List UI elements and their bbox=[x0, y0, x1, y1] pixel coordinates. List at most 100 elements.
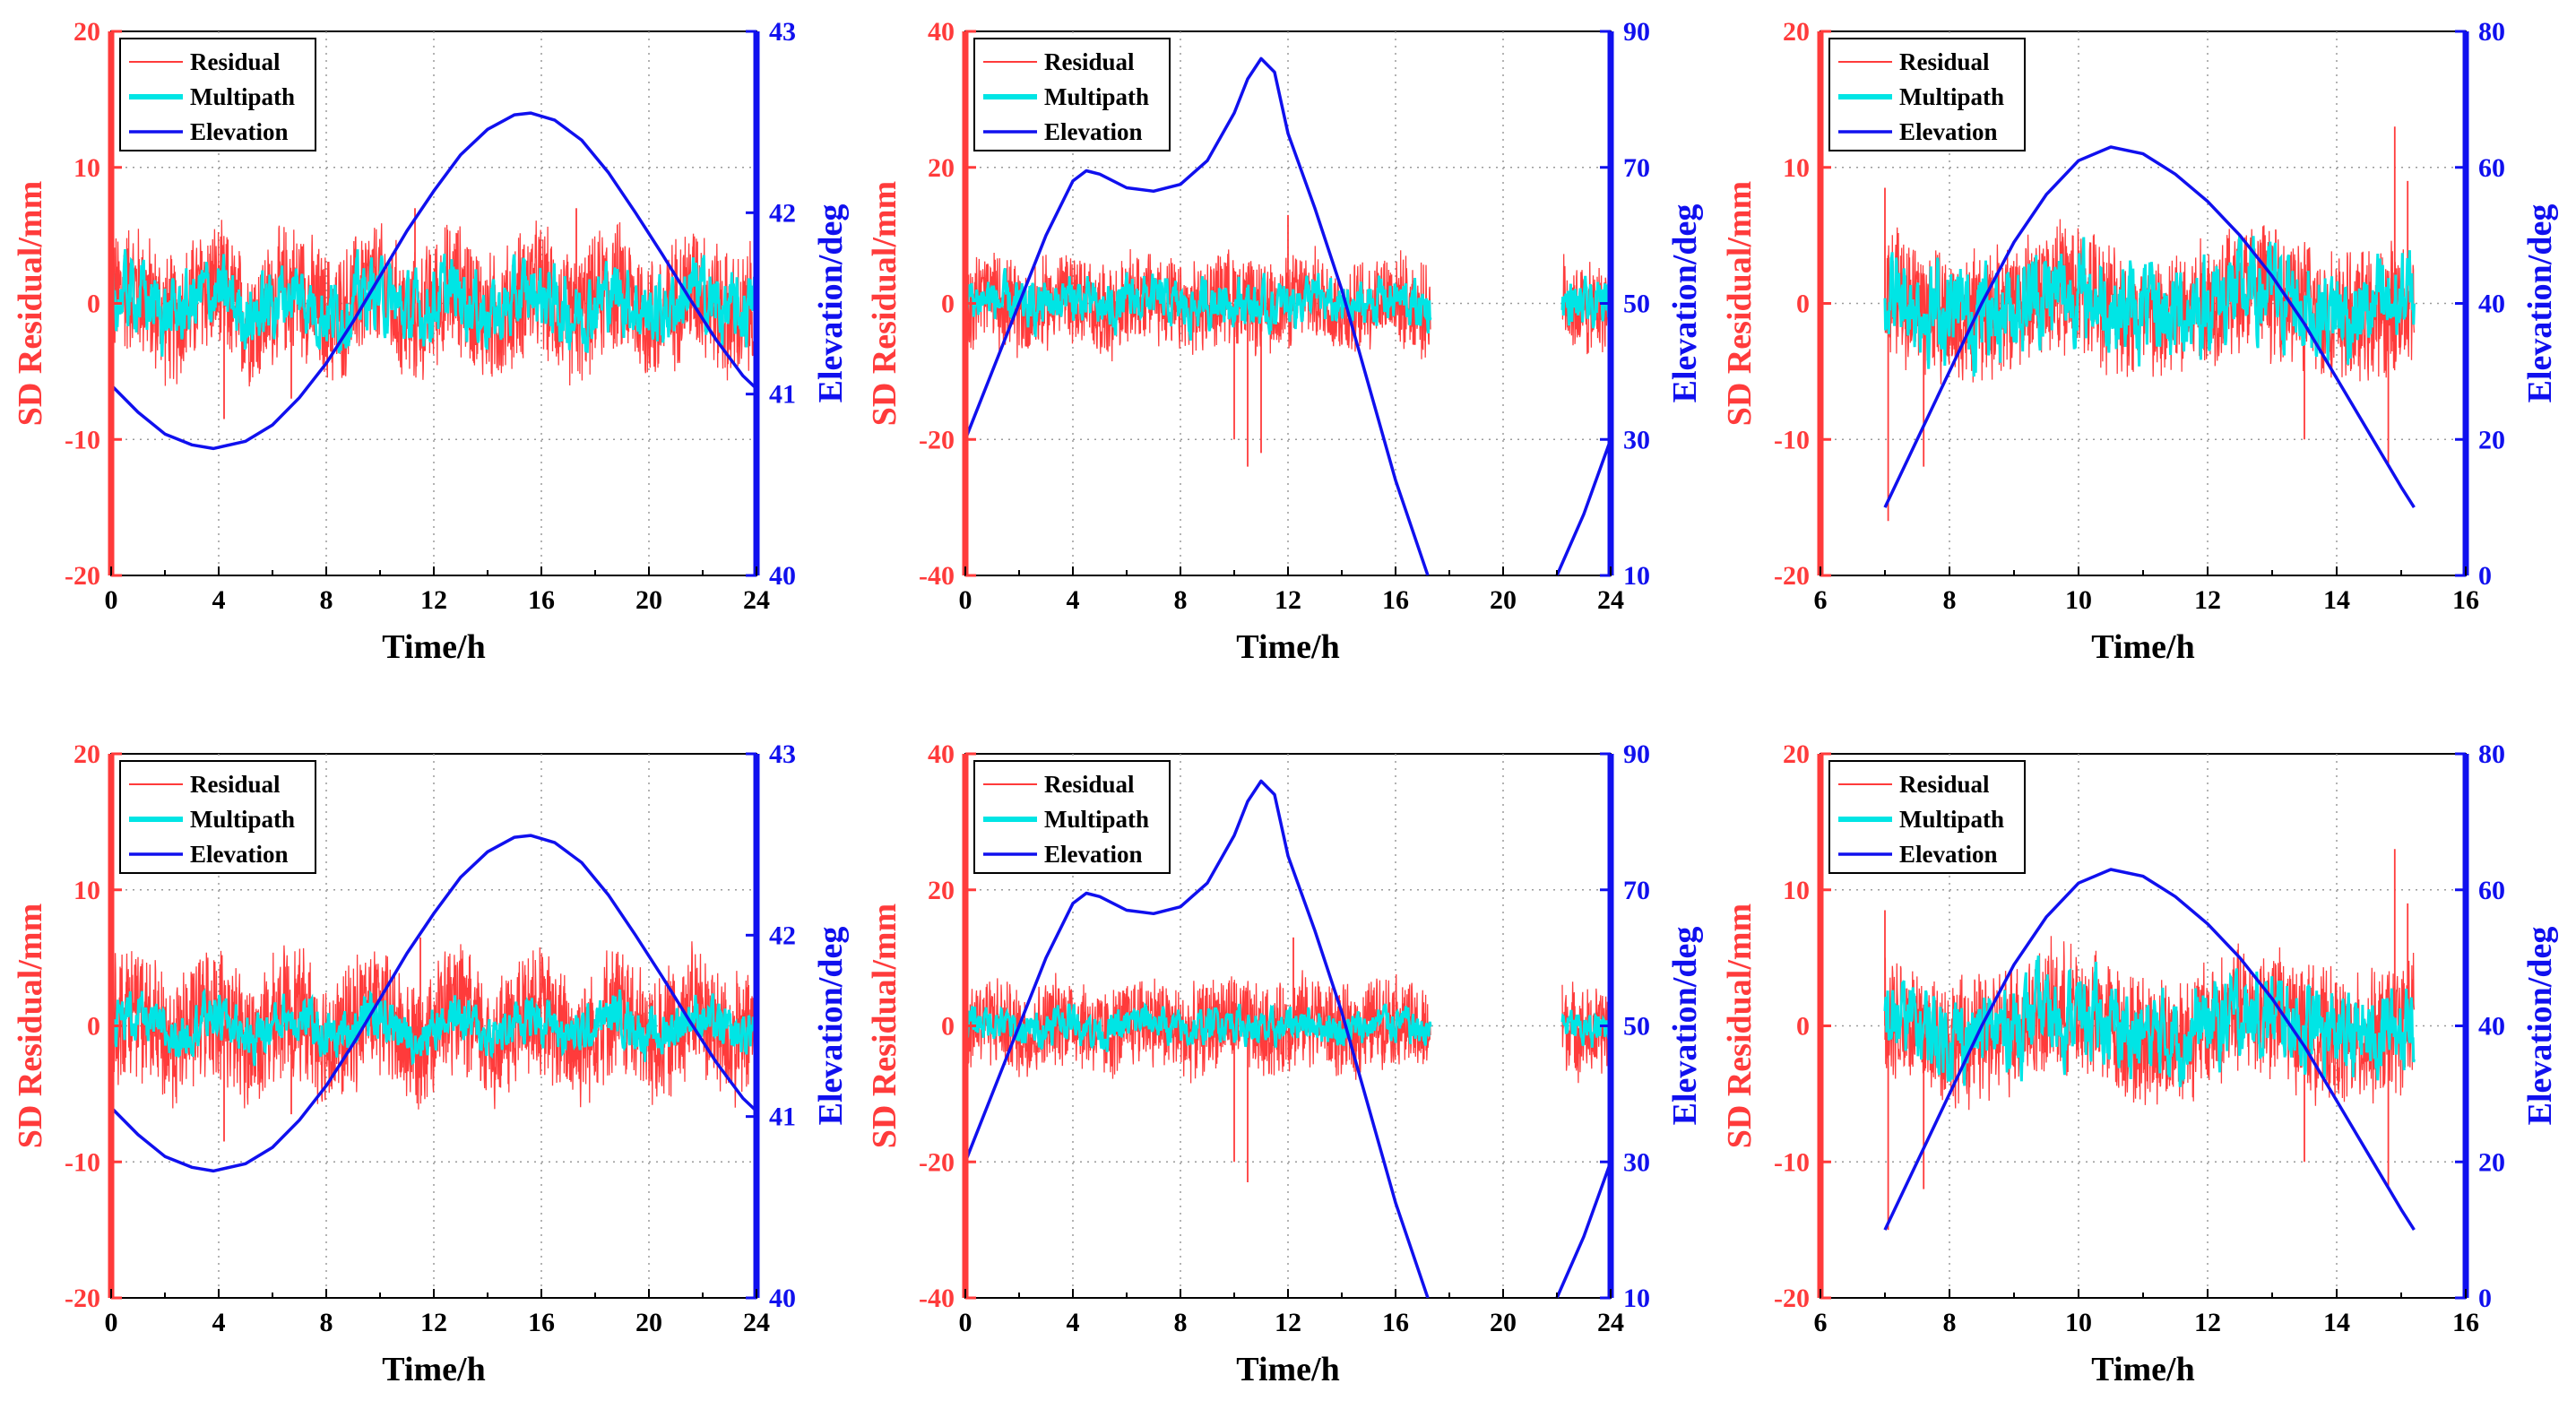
left-tick-label: -10 bbox=[1774, 425, 1810, 454]
left-tick-label: 0 bbox=[87, 1012, 100, 1042]
x-tick-label: 8 bbox=[320, 585, 333, 615]
right-axis-title: Elevation/deg bbox=[2521, 204, 2559, 403]
right-axis-title: Elevation/deg bbox=[812, 927, 850, 1126]
left-tick-label: 10 bbox=[73, 876, 100, 905]
x-axis-title: Time/h bbox=[2091, 628, 2194, 666]
x-tick-label: 8 bbox=[1174, 1308, 1188, 1337]
x-axis-title: Time/h bbox=[382, 628, 485, 666]
multipath-series-line bbox=[1883, 236, 2416, 377]
elevation-series-line bbox=[1883, 145, 2416, 509]
left-tick-label: 0 bbox=[941, 290, 955, 319]
left-tick-label: -20 bbox=[65, 1284, 100, 1313]
chart-panel-5: -40 -20 0 20 40 10 30 50 70 90 0 4 8 12 16 20 24 Time/h SD… bbox=[866, 739, 1704, 1388]
left-axis-title: SD Residual/mm bbox=[866, 904, 903, 1148]
elevation-series-line bbox=[111, 111, 756, 451]
right-tick-label: 20 bbox=[2478, 425, 2505, 454]
left-tick-label: 0 bbox=[1796, 1012, 1810, 1042]
elevation-series-line bbox=[965, 779, 1430, 1298]
x-tick-label: 6 bbox=[1814, 585, 1828, 615]
x-tick-label: 20 bbox=[635, 1308, 662, 1337]
legend-label-elevation: Elevation bbox=[1899, 118, 1998, 145]
right-tick-label: 40 bbox=[769, 561, 796, 591]
legend-label-multipath: Multipath bbox=[1044, 806, 1149, 833]
x-tick-label: 12 bbox=[420, 585, 447, 615]
multipath-series-line bbox=[111, 988, 756, 1067]
x-axis-title: Time/h bbox=[1236, 1351, 1339, 1388]
right-tick-label: 20 bbox=[2478, 1147, 2505, 1177]
x-axis-title: Time/h bbox=[2091, 1351, 2194, 1388]
multipath-series-line bbox=[965, 1002, 1432, 1052]
right-tick-label: 42 bbox=[769, 921, 796, 950]
x-tick-label: 4 bbox=[212, 585, 226, 615]
left-tick-label: 10 bbox=[73, 153, 100, 183]
right-tick-label: 42 bbox=[769, 198, 796, 228]
right-tick-label: 43 bbox=[769, 17, 796, 47]
legend-label-residual: Residual bbox=[1044, 48, 1135, 75]
left-tick-label: -20 bbox=[1774, 1284, 1810, 1313]
elevation-series-line bbox=[1555, 1161, 1611, 1298]
legend-label-elevation: Elevation bbox=[190, 118, 289, 145]
right-tick-label: 90 bbox=[1623, 739, 1650, 769]
left-tick-label: 40 bbox=[928, 17, 955, 47]
x-tick-label: 8 bbox=[1174, 585, 1188, 615]
right-tick-label: 0 bbox=[2478, 1284, 2492, 1313]
x-tick-label: 0 bbox=[105, 1308, 118, 1337]
legend-label-multipath: Multipath bbox=[1044, 83, 1149, 110]
right-axis-title: Elevation/deg bbox=[1666, 927, 1704, 1126]
left-tick-label: -20 bbox=[919, 425, 955, 454]
x-tick-label: 24 bbox=[743, 1308, 770, 1337]
x-tick-label: 14 bbox=[2323, 585, 2350, 615]
x-tick-label: 16 bbox=[1382, 585, 1409, 615]
legend: Residual Multipath Elevation bbox=[1828, 760, 2026, 874]
right-tick-label: 90 bbox=[1623, 17, 1650, 47]
legend: Residual Multipath Elevation bbox=[119, 38, 316, 151]
legend-label-residual: Residual bbox=[1044, 771, 1135, 798]
x-tick-label: 20 bbox=[1490, 1308, 1517, 1337]
x-tick-label: 4 bbox=[212, 1308, 226, 1337]
right-tick-label: 41 bbox=[769, 380, 796, 410]
multipath-series-line bbox=[965, 267, 1432, 342]
right-tick-label: 50 bbox=[1623, 290, 1650, 319]
x-tick-label: 8 bbox=[320, 1308, 333, 1337]
plot-area bbox=[111, 111, 756, 451]
multipath-series-line bbox=[1883, 955, 2416, 1087]
plot-area bbox=[965, 779, 1611, 1298]
elevation-series-line bbox=[1555, 438, 1611, 575]
plot-area bbox=[111, 834, 756, 1173]
x-tick-label: 8 bbox=[1943, 1308, 1957, 1337]
plot-area bbox=[1883, 849, 2416, 1232]
right-tick-label: 80 bbox=[2478, 739, 2505, 769]
left-tick-label: -10 bbox=[65, 425, 100, 454]
left-tick-label: 20 bbox=[1783, 739, 1810, 769]
left-axis-title: SD Residual/mm bbox=[1721, 904, 1759, 1148]
left-axis-title: SD Residual/mm bbox=[866, 181, 903, 426]
left-tick-label: -20 bbox=[1774, 561, 1810, 591]
right-axis-title: Elevation/deg bbox=[2521, 927, 2559, 1126]
left-tick-label: -40 bbox=[919, 1284, 955, 1313]
x-axis-title: Time/h bbox=[1236, 628, 1339, 666]
multipath-series-line bbox=[1560, 275, 1611, 329]
chart-panel-4: -20 -10 0 10 20 40 41 42 43 0 4 8 12 16 20 24 Time/h SD R… bbox=[12, 739, 850, 1388]
legend-label-elevation: Elevation bbox=[1044, 841, 1143, 868]
left-tick-label: 20 bbox=[73, 17, 100, 47]
left-tick-label: 0 bbox=[87, 290, 100, 319]
legend-label-elevation: Elevation bbox=[190, 841, 289, 868]
x-tick-label: 16 bbox=[528, 1308, 555, 1337]
x-tick-label: 8 bbox=[1943, 585, 1957, 615]
right-tick-label: 10 bbox=[1623, 1284, 1650, 1313]
legend-label-residual: Residual bbox=[190, 48, 281, 75]
legend-label-multipath: Multipath bbox=[1899, 83, 2004, 110]
x-tick-label: 14 bbox=[2323, 1308, 2350, 1337]
right-tick-label: 70 bbox=[1623, 876, 1650, 905]
x-tick-label: 12 bbox=[1275, 1308, 1301, 1337]
right-axis-title: Elevation/deg bbox=[812, 204, 850, 403]
x-tick-label: 16 bbox=[2452, 1308, 2479, 1337]
x-tick-label: 10 bbox=[2065, 1308, 2092, 1337]
right-tick-label: 40 bbox=[2478, 290, 2505, 319]
legend-label-residual: Residual bbox=[1899, 48, 1990, 75]
left-axis-title: SD Residual/mm bbox=[1721, 181, 1759, 426]
elevation-series-line bbox=[965, 56, 1430, 575]
left-tick-label: 10 bbox=[1783, 876, 1810, 905]
left-tick-label: 20 bbox=[1783, 17, 1810, 47]
